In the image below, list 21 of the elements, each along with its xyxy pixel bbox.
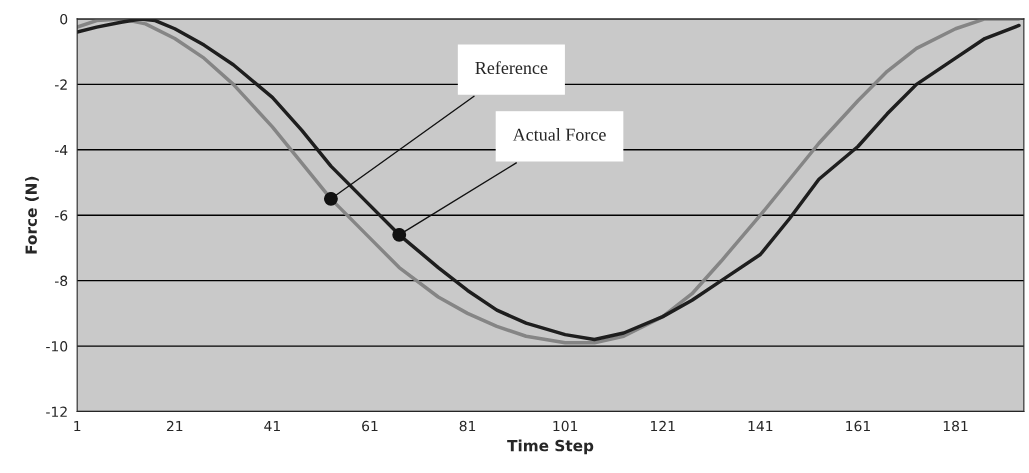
y-tick-label: -12 [46,406,67,417]
y-tick-label: -4 [54,144,68,156]
y-tick-label: -6 [54,210,68,221]
x-tick-label: 161 [846,420,870,432]
x-tick-label: 61 [362,420,378,432]
x-tick-label: 121 [651,420,675,432]
x-tick-label: 1 [74,420,81,432]
y-tick-label: -8 [54,275,68,287]
x-tick-label: 81 [459,420,476,432]
annotation: Actual Force [512,128,606,141]
x-axis-title: Time Step [507,439,594,455]
x-tick-label: 41 [264,420,280,432]
x-tick-label: 181 [943,420,968,432]
y-tick-label: -10 [46,341,68,352]
x-tick-label: 141 [748,420,773,432]
x-tick-label: 21 [166,420,183,432]
y-tick-label: -2 [54,79,67,90]
x-tick-label: 101 [553,420,578,432]
y-axis-title: Force (N) [25,176,39,254]
annotation: Reference [475,61,548,75]
y-tick-label: 0 [60,13,68,25]
